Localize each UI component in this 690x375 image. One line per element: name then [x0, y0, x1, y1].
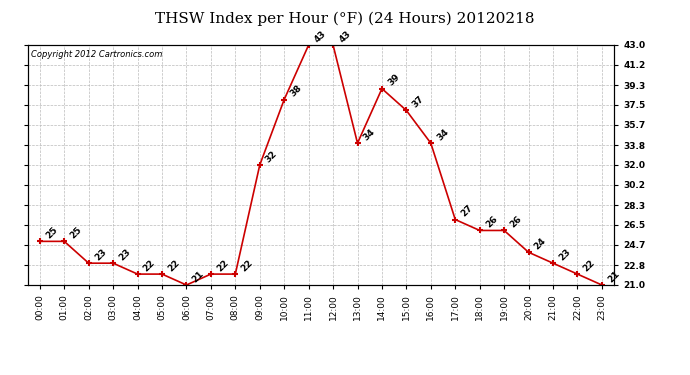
Text: THSW Index per Hour (°F) (24 Hours) 20120218: THSW Index per Hour (°F) (24 Hours) 2012…: [155, 11, 535, 26]
Text: 34: 34: [362, 127, 377, 142]
Text: 22: 22: [239, 258, 255, 273]
Text: 24: 24: [533, 236, 548, 252]
Text: 43: 43: [313, 29, 328, 44]
Text: 25: 25: [44, 225, 59, 241]
Text: 39: 39: [386, 73, 402, 88]
Text: 23: 23: [557, 247, 573, 262]
Text: 22: 22: [141, 258, 157, 273]
Text: 37: 37: [411, 94, 426, 110]
Text: 22: 22: [582, 258, 597, 273]
Text: 22: 22: [215, 258, 230, 273]
Text: 22: 22: [166, 258, 181, 273]
Text: 25: 25: [68, 225, 83, 241]
Text: 43: 43: [337, 29, 353, 44]
Text: 21: 21: [606, 269, 621, 284]
Text: 21: 21: [190, 269, 206, 284]
Text: 34: 34: [435, 127, 451, 142]
Text: 23: 23: [117, 247, 132, 262]
Text: Copyright 2012 Cartronics.com: Copyright 2012 Cartronics.com: [30, 50, 162, 59]
Text: 32: 32: [264, 149, 279, 164]
Text: 27: 27: [460, 204, 475, 219]
Text: 23: 23: [93, 247, 108, 262]
Text: 26: 26: [509, 214, 524, 230]
Text: 38: 38: [288, 84, 304, 99]
Text: 26: 26: [484, 214, 499, 230]
